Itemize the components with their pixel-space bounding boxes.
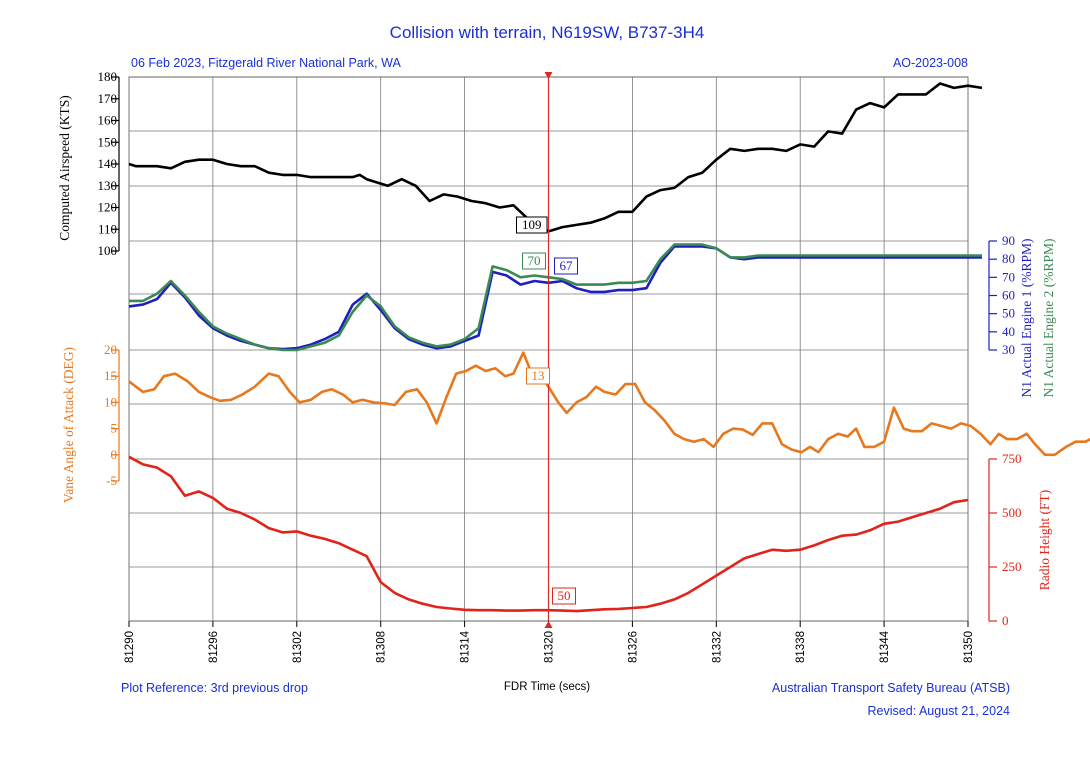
value-text: 67	[560, 258, 574, 273]
revised-date: Revised: August 21, 2024	[868, 704, 1011, 718]
x-tick-label: 81308	[376, 631, 388, 663]
series	[128, 82, 1090, 613]
y-tick-label: 100	[98, 243, 118, 258]
y-tick-label: 15	[104, 368, 117, 383]
x-tick-label: 81350	[963, 631, 975, 663]
value-box	[516, 216, 548, 234]
cursor-value-radio-height-ft-: 50	[552, 587, 576, 605]
y-tick-label: 90	[1002, 233, 1015, 248]
value-text: 70	[528, 253, 541, 268]
y-tick-label: 110	[98, 221, 117, 236]
y-tick-label: 130	[98, 178, 118, 193]
time-cursor	[544, 72, 553, 628]
chart-title: Collision with terrain, N619SW, B737-3H4	[390, 23, 705, 42]
y-tick-label: 750	[1002, 451, 1022, 466]
cursor-bottom-marker	[544, 621, 553, 628]
cursor-value-n1-actual-engine-1-rpm-: 67	[554, 257, 578, 275]
y-axis-title: N1 Actual Engine 1 (%RPM)	[1019, 239, 1034, 398]
x-tick-label: 81344	[879, 630, 891, 663]
cursor-value-labels: 109 67 70 13 50	[516, 216, 578, 605]
cursor-value-n1-actual-engine-2-rpm-: 70	[522, 252, 546, 270]
y-axis-title: Vane Angle of Attack (DEG)	[61, 347, 76, 503]
y-tick-label: 50	[1002, 306, 1015, 321]
y-tick-label: 60	[1002, 288, 1015, 303]
value-box	[552, 587, 576, 605]
value-text: 50	[558, 588, 571, 603]
y-tick-label: 5	[111, 421, 118, 436]
series-line-vane-angle-of-attack-deg-	[128, 351, 1090, 457]
y-tick-label: 70	[1002, 269, 1015, 284]
y-tick-label: 180	[98, 69, 118, 84]
agency-name: Australian Transport Safety Bureau (ATSB…	[772, 681, 1010, 695]
y-tick-label: 140	[98, 156, 118, 171]
x-tick-label: 81314	[460, 630, 472, 663]
y-tick-label: 20	[104, 342, 117, 357]
y-tick-label: 40	[1002, 324, 1015, 339]
y-tick-label: 250	[1002, 559, 1022, 574]
y-tick-label: 500	[1002, 505, 1022, 520]
series-line-n1-actual-engine-2-rpm-	[129, 243, 982, 352]
y-tick-label: 160	[98, 113, 118, 128]
x-tick-label: 81332	[711, 631, 723, 663]
x-tick-label: 81338	[795, 631, 807, 663]
y-tick-label: 30	[1002, 342, 1015, 357]
value-text: 13	[532, 368, 545, 383]
cursor-value-vane-angle-of-attack-deg-: 13	[526, 367, 550, 385]
x-tick-label: 81296	[208, 631, 220, 663]
y-tick-label: 10	[104, 394, 117, 409]
y-tick-label: -5	[106, 473, 117, 488]
y-tick-label: 80	[1002, 251, 1015, 266]
x-tick-label: 81302	[292, 631, 304, 663]
y-axis-title: N1 Actual Engine 2 (%RPM)	[1041, 239, 1056, 398]
series-line-computed-airspeed-kts-	[128, 82, 983, 233]
y-tick-label: 150	[98, 134, 118, 149]
value-box	[522, 252, 546, 270]
report-number: AO-2023-008	[893, 56, 968, 70]
y-tick-label: 170	[98, 91, 118, 106]
x-tick-label: 81290	[124, 631, 136, 663]
cursor-top-marker	[544, 72, 553, 79]
event-date-location: 06 Feb 2023, Fitzgerald River National P…	[131, 56, 401, 70]
y-tick-label: 120	[98, 200, 118, 215]
y-tick-label: 0	[111, 447, 118, 462]
y-axis-title: Computed Airspeed (KTS)	[57, 95, 72, 240]
plot-reference: Plot Reference: 3rd previous drop	[121, 681, 308, 695]
value-box	[526, 367, 550, 385]
x-tick-label: 81320	[544, 631, 556, 663]
x-tick-label: 81326	[627, 631, 639, 663]
y-axis-title: Radio Height (FT)	[1037, 490, 1052, 591]
value-text: 109	[522, 217, 542, 232]
y-tick-label: 0	[1002, 613, 1009, 628]
value-box	[554, 257, 578, 275]
cursor-value-computed-airspeed-kts-: 109	[516, 216, 548, 234]
axes: 81290 81296 81302 81308 81314 81320 81326 81332…	[57, 69, 1056, 663]
x-axis-label: FDR Time (secs)	[504, 681, 590, 693]
